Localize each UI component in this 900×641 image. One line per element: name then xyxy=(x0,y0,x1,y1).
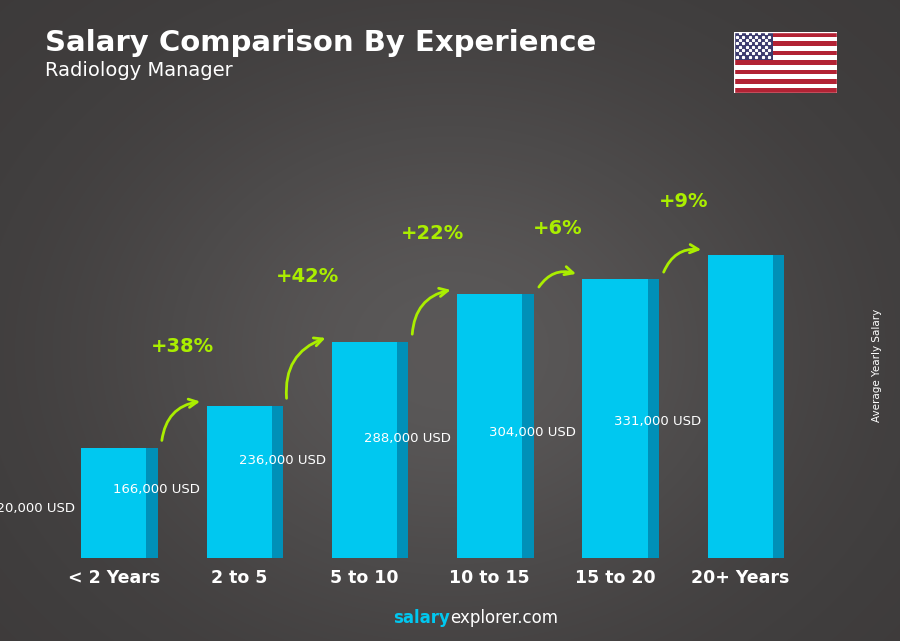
Text: 236,000 USD: 236,000 USD xyxy=(238,454,326,467)
Polygon shape xyxy=(773,254,784,558)
Bar xyxy=(734,32,773,60)
Bar xyxy=(734,65,837,69)
Text: Radiology Manager: Radiology Manager xyxy=(45,61,233,80)
Text: 288,000 USD: 288,000 USD xyxy=(364,433,451,445)
Text: +22%: +22% xyxy=(401,224,464,243)
Bar xyxy=(734,42,837,46)
Text: +38%: +38% xyxy=(150,337,213,356)
Bar xyxy=(734,46,837,51)
Text: Average Yearly Salary: Average Yearly Salary xyxy=(872,309,883,422)
Polygon shape xyxy=(648,279,659,558)
Bar xyxy=(734,69,837,74)
Text: +9%: +9% xyxy=(659,192,708,210)
Bar xyxy=(734,51,837,56)
Text: 166,000 USD: 166,000 USD xyxy=(113,483,201,495)
Bar xyxy=(734,60,837,65)
Polygon shape xyxy=(522,294,534,558)
Text: 304,000 USD: 304,000 USD xyxy=(490,426,576,439)
Text: 120,000 USD: 120,000 USD xyxy=(0,502,75,515)
Bar xyxy=(81,448,147,558)
Bar xyxy=(457,294,522,558)
Bar xyxy=(734,56,837,60)
Bar xyxy=(207,406,272,558)
Polygon shape xyxy=(272,406,283,558)
Polygon shape xyxy=(147,448,158,558)
Text: salary: salary xyxy=(393,609,450,627)
Bar xyxy=(707,254,773,558)
Bar xyxy=(734,74,837,79)
Text: Salary Comparison By Experience: Salary Comparison By Experience xyxy=(45,29,596,57)
Bar xyxy=(734,88,837,93)
Polygon shape xyxy=(397,342,409,558)
Bar xyxy=(734,37,837,42)
Bar xyxy=(332,342,397,558)
Bar xyxy=(734,79,837,83)
Bar xyxy=(734,32,837,37)
Text: +6%: +6% xyxy=(533,219,583,238)
Text: +42%: +42% xyxy=(275,267,339,286)
Bar xyxy=(582,279,648,558)
Text: explorer.com: explorer.com xyxy=(450,609,558,627)
Text: 331,000 USD: 331,000 USD xyxy=(615,415,701,428)
Bar xyxy=(734,83,837,88)
